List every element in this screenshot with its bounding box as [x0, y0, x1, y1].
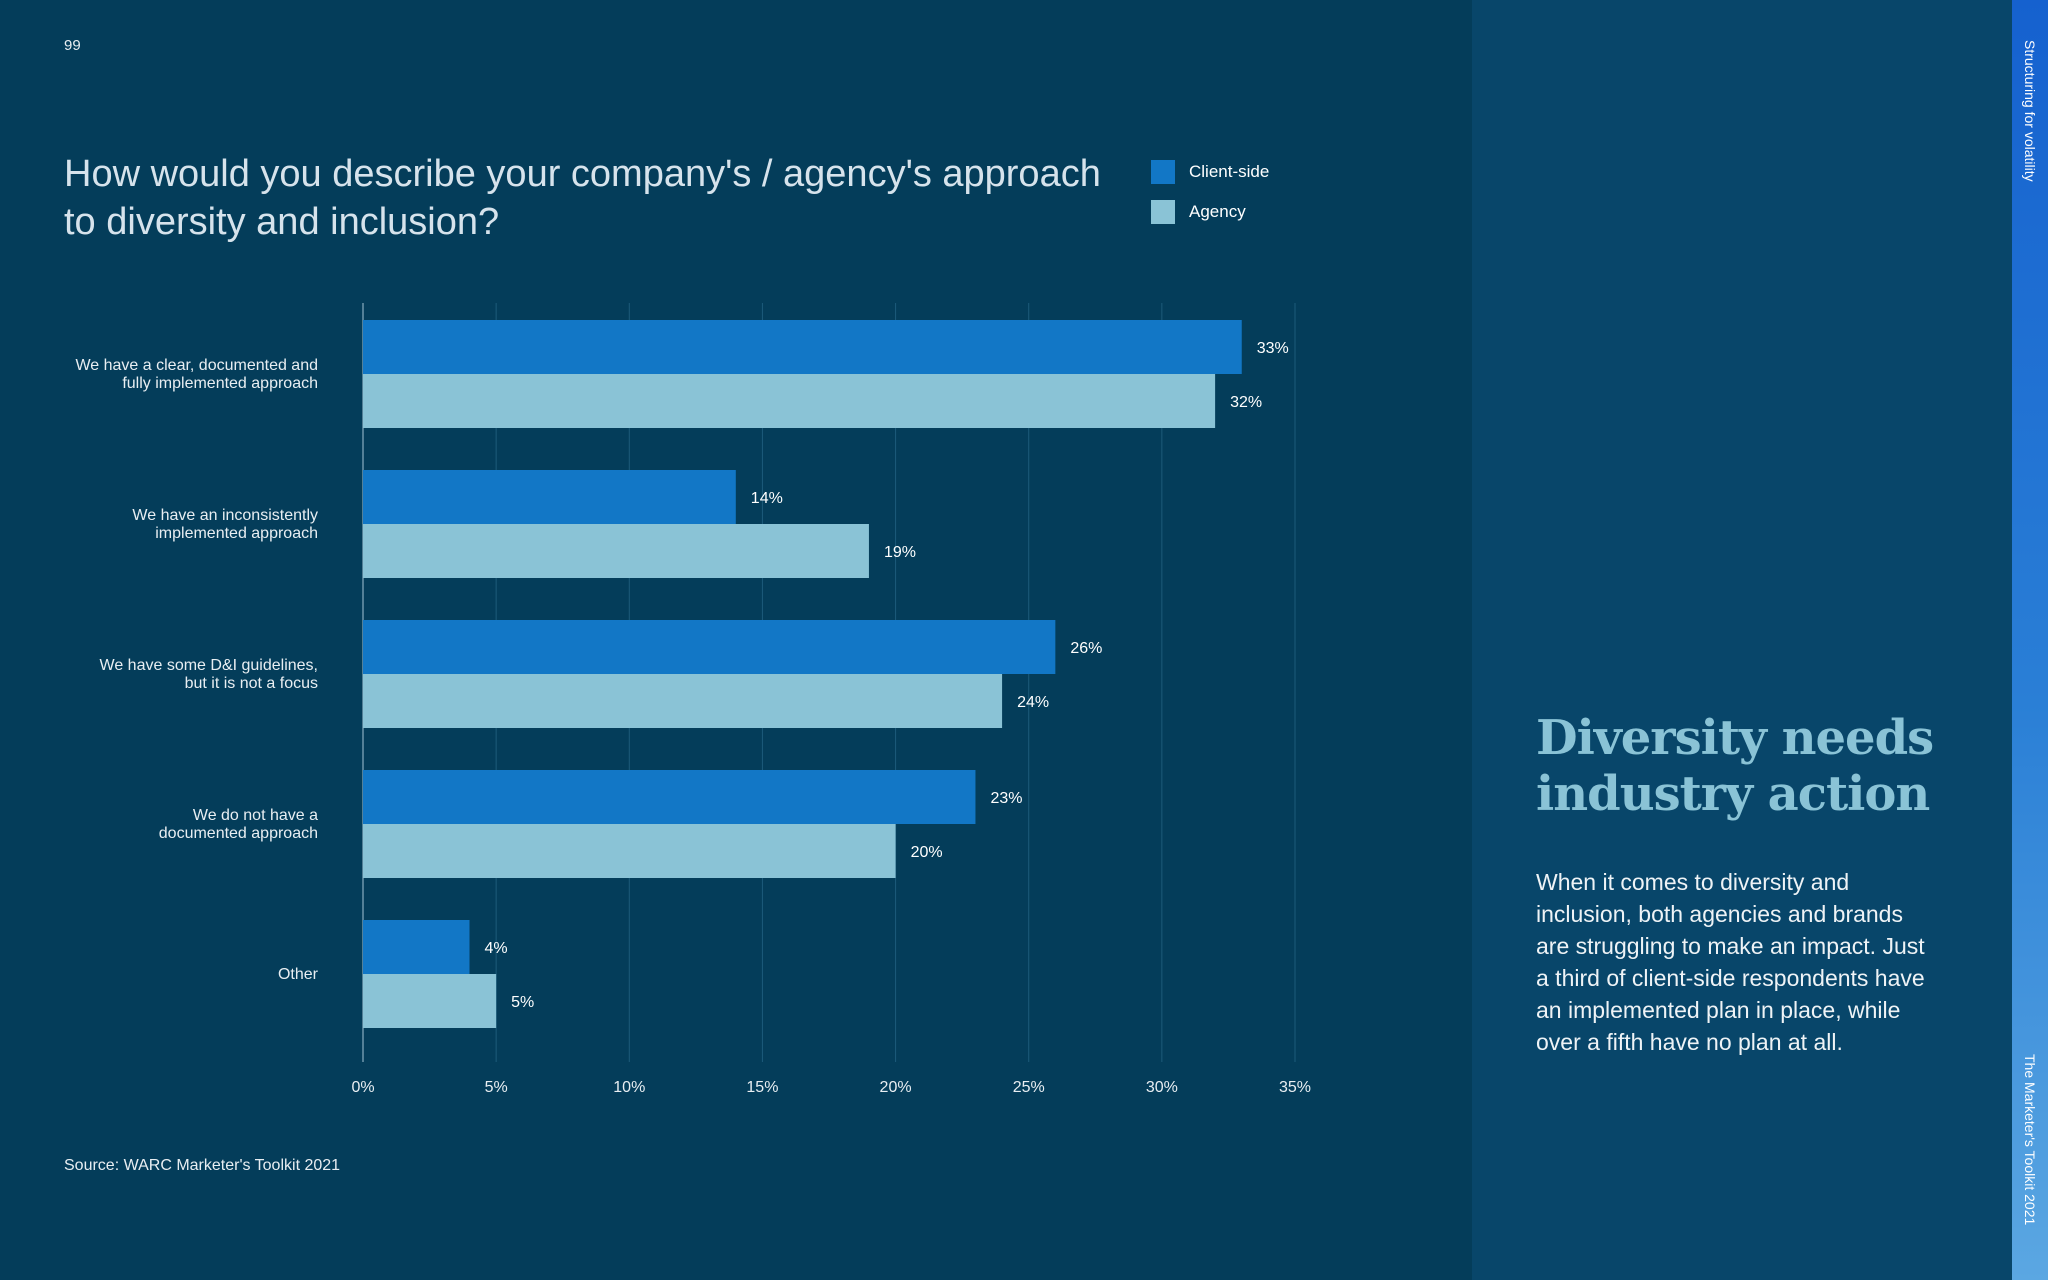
category-label: but it is not a focus	[185, 675, 318, 692]
x-tick-label: 10%	[613, 1079, 645, 1096]
category-label: We do not have a	[193, 807, 318, 824]
x-tick-label: 5%	[485, 1079, 508, 1096]
x-tick-label: 25%	[1013, 1079, 1045, 1096]
chart-title: How would you describe your company's / …	[64, 153, 1101, 243]
bar	[363, 770, 976, 824]
data-label: 5%	[511, 994, 534, 1011]
page-number: 99	[64, 37, 81, 54]
publication-label: The Marketer's Toolkit 2021	[2022, 1054, 2038, 1226]
data-label: 14%	[751, 490, 783, 507]
data-label: 32%	[1230, 394, 1262, 411]
data-label: 33%	[1257, 340, 1289, 357]
x-tick-label: 0%	[351, 1079, 374, 1096]
edge-strip: Structuring for volatility The Marketer'…	[2012, 0, 2048, 1280]
category-label: We have some D&I guidelines,	[100, 657, 318, 674]
side-heading: Diversity needs industry action	[1536, 710, 1934, 822]
data-label: 26%	[1070, 640, 1102, 657]
bar	[363, 524, 869, 578]
bar	[363, 974, 497, 1028]
bar-chart: 0% 5% 10% 15% 20% 25% 30% 35% 33% 32% We have a cl…	[75, 303, 1311, 1096]
side-panel: Diversity needs industry action When it …	[1472, 0, 2012, 1280]
x-tick-label: 35%	[1279, 1079, 1311, 1096]
x-tick-label: 30%	[1146, 1079, 1178, 1096]
source-note: Source: WARC Marketer's Toolkit 2021	[64, 1157, 341, 1174]
data-label: 20%	[911, 844, 943, 861]
bar	[363, 470, 736, 524]
bar	[363, 374, 1216, 428]
legend-label-agency: Agency	[1189, 202, 1246, 221]
side-body-text: When it comes to diversity and inclusion…	[1536, 869, 1925, 1055]
legend-item-agency: Agency	[1151, 200, 1269, 224]
bar	[363, 824, 896, 878]
category-label: fully implemented approach	[122, 375, 318, 392]
legend-item-client-side: Client-side	[1151, 160, 1269, 184]
category-label: We have an inconsistently	[132, 507, 318, 524]
category-label: We have a clear, documented and	[75, 357, 318, 374]
section-label: Structuring for volatility	[2022, 40, 2038, 182]
bar	[363, 920, 470, 974]
x-tick-label: 15%	[746, 1079, 778, 1096]
category-label: Other	[278, 966, 319, 983]
data-label: 24%	[1017, 694, 1049, 711]
x-tick-label: 20%	[880, 1079, 912, 1096]
legend-swatch-client-side	[1151, 160, 1175, 184]
category-label: implemented approach	[155, 525, 318, 542]
category-label: documented approach	[159, 825, 318, 842]
bar	[363, 674, 1003, 728]
bar	[363, 620, 1056, 674]
data-label: 4%	[485, 940, 508, 957]
data-label: 23%	[990, 790, 1022, 807]
bar	[363, 320, 1242, 374]
legend-swatch-agency	[1151, 200, 1175, 224]
data-label: 19%	[884, 544, 916, 561]
legend-label-client-side: Client-side	[1189, 162, 1270, 181]
chart-legend: Client-side Agency	[1151, 160, 1269, 240]
